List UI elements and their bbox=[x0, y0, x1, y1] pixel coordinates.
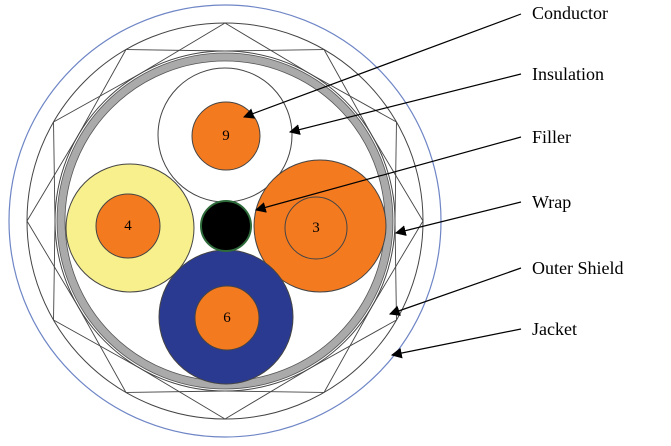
filler bbox=[200, 200, 252, 252]
braid-strand bbox=[53, 73, 141, 123]
braid-strand bbox=[53, 319, 141, 369]
braid-strand bbox=[224, 49, 325, 52]
label-outer-shield: Outer Shield bbox=[532, 258, 624, 278]
wrap-leader-line bbox=[394, 201, 522, 236]
braid-strand bbox=[26, 135, 79, 222]
braid-strand bbox=[309, 319, 397, 369]
braid-strand bbox=[139, 22, 226, 75]
core-6: 6 bbox=[158, 249, 294, 385]
braid-strand bbox=[323, 49, 373, 137]
core-9-conductor bbox=[191, 101, 261, 171]
filler-leader-line bbox=[254, 136, 522, 213]
core-4-conductor bbox=[95, 193, 161, 259]
braid-strand bbox=[309, 73, 397, 123]
braid-strand bbox=[77, 49, 127, 137]
braid-strand bbox=[371, 135, 424, 222]
core-3-number: 3 bbox=[312, 220, 320, 236]
braid-strand bbox=[77, 305, 127, 393]
braid-strand bbox=[323, 305, 373, 393]
outer-shield-leader-line bbox=[388, 267, 522, 316]
label-insulation: Insulation bbox=[532, 64, 604, 84]
jacket-leader-line bbox=[390, 328, 522, 359]
braid-strand bbox=[125, 390, 226, 393]
core-6-conductor bbox=[194, 285, 260, 351]
outer-shield-braid bbox=[26, 22, 424, 420]
label-conductor: Conductor bbox=[532, 3, 608, 23]
core-9-number: 9 bbox=[222, 128, 230, 144]
braid-strand bbox=[394, 220, 397, 321]
label-wrap: Wrap bbox=[532, 192, 571, 212]
label-jacket: Jacket bbox=[532, 319, 577, 339]
braid-strand bbox=[224, 367, 311, 420]
braid-strand bbox=[26, 220, 79, 307]
conductor-leader-line bbox=[242, 13, 522, 119]
braid-strand bbox=[53, 121, 56, 222]
braid-strand bbox=[125, 49, 226, 52]
core-3-conductor bbox=[284, 196, 348, 260]
braid-strand bbox=[224, 22, 311, 75]
core-6-number: 6 bbox=[223, 310, 231, 326]
core-9: 9 bbox=[157, 67, 293, 203]
wrap-outer-line bbox=[56, 52, 394, 390]
braid-strand bbox=[139, 367, 226, 420]
core-4: 4 bbox=[65, 163, 195, 293]
label-filler: Filler bbox=[532, 127, 571, 147]
insulation-leader-line bbox=[288, 73, 522, 135]
braid-strand bbox=[371, 220, 424, 307]
core-4-number: 4 bbox=[124, 218, 132, 234]
braid-strand bbox=[53, 220, 56, 321]
braid-strand bbox=[224, 390, 325, 393]
core-3: 3 bbox=[253, 159, 387, 293]
